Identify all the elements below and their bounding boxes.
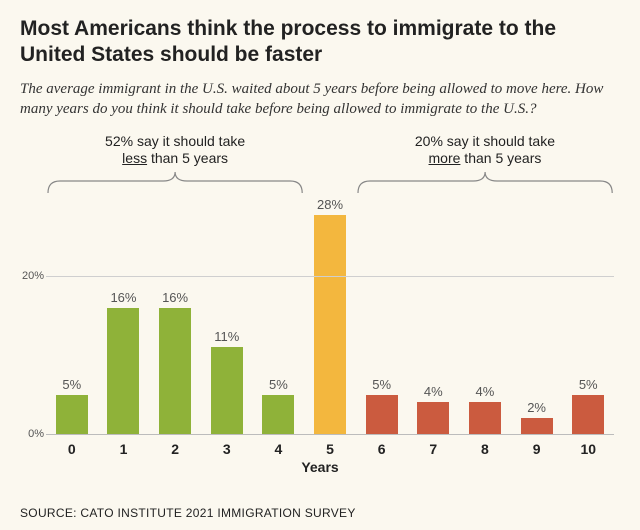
bar-slot: 11% [201,197,253,434]
bars: 5% 16% 16% 11% 5% 28% 5% 4% 4% 2% 5% [46,197,614,434]
bar-value-label: 5% [62,377,81,392]
bar-value-label: 16% [110,290,136,305]
chart-subtitle: The average immigrant in the U.S. waited… [20,79,620,120]
x-axis-title: Years [20,459,620,475]
y-tick-label: 0% [16,428,44,440]
bar [314,215,346,434]
bar-slot: 5% [253,197,305,434]
annotation-right-pct: 20% [415,133,443,149]
bar-slot: 16% [149,197,201,434]
bar-value-label: 5% [269,377,288,392]
x-tick-label: 7 [407,441,459,457]
x-tick-label: 0 [46,441,98,457]
bar [521,418,553,434]
bar [417,402,449,434]
bar [211,347,243,434]
bar [469,402,501,434]
bar-slot: 4% [459,197,511,434]
bar [262,395,294,434]
bar-slot: 16% [98,197,150,434]
bar-slot: 5% [356,197,408,434]
bar-value-label: 16% [162,290,188,305]
bar-value-label: 4% [424,384,443,399]
chart-title: Most Americans think the process to immi… [20,16,620,69]
x-tick-label: 3 [201,441,253,457]
annotation-right-word: more [429,150,461,166]
bar-slot: 4% [407,197,459,434]
gridline [46,276,614,277]
annotation-left-pct: 52% [105,133,133,149]
x-tick-label: 1 [98,441,150,457]
bar [366,395,398,434]
bar [572,395,604,434]
x-tick-label: 2 [149,441,201,457]
bar-value-label: 5% [372,377,391,392]
bar-value-label: 11% [214,329,239,344]
brace-right [356,171,614,195]
bar [56,395,88,434]
bar-value-label: 28% [317,197,343,212]
annotation-left-word: less [122,150,147,166]
bar-slot: 5% [562,197,614,434]
x-tick-label: 4 [253,441,305,457]
brace-left [46,171,304,195]
x-tick-label: 10 [562,441,614,457]
x-tick-label: 8 [459,441,511,457]
bar [159,308,191,434]
bar-value-label: 5% [579,377,598,392]
bar-value-label: 2% [527,400,546,415]
bar-value-label: 4% [476,384,495,399]
x-tick-label: 6 [356,441,408,457]
source-line: SOURCE: CATO INSTITUTE 2021 IMMIGRATION … [20,506,356,520]
x-axis-labels: 012345678910 [46,441,614,457]
annotation-right: 20% say it should take more than 5 years [356,133,614,167]
x-tick-label: 9 [511,441,563,457]
bar-slot: 28% [304,197,356,434]
bar-slot: 5% [46,197,98,434]
annotation-left: 52% say it should take less than 5 years [46,133,304,167]
x-tick-label: 5 [304,441,356,457]
plot-area: 5%16%16%11%5%28%5%4%4%2%5% 0%20% [46,197,614,435]
chart: 52% say it should take less than 5 years… [46,137,614,457]
bar [107,308,139,434]
bar-slot: 2% [511,197,563,434]
y-tick-label: 20% [16,270,44,282]
